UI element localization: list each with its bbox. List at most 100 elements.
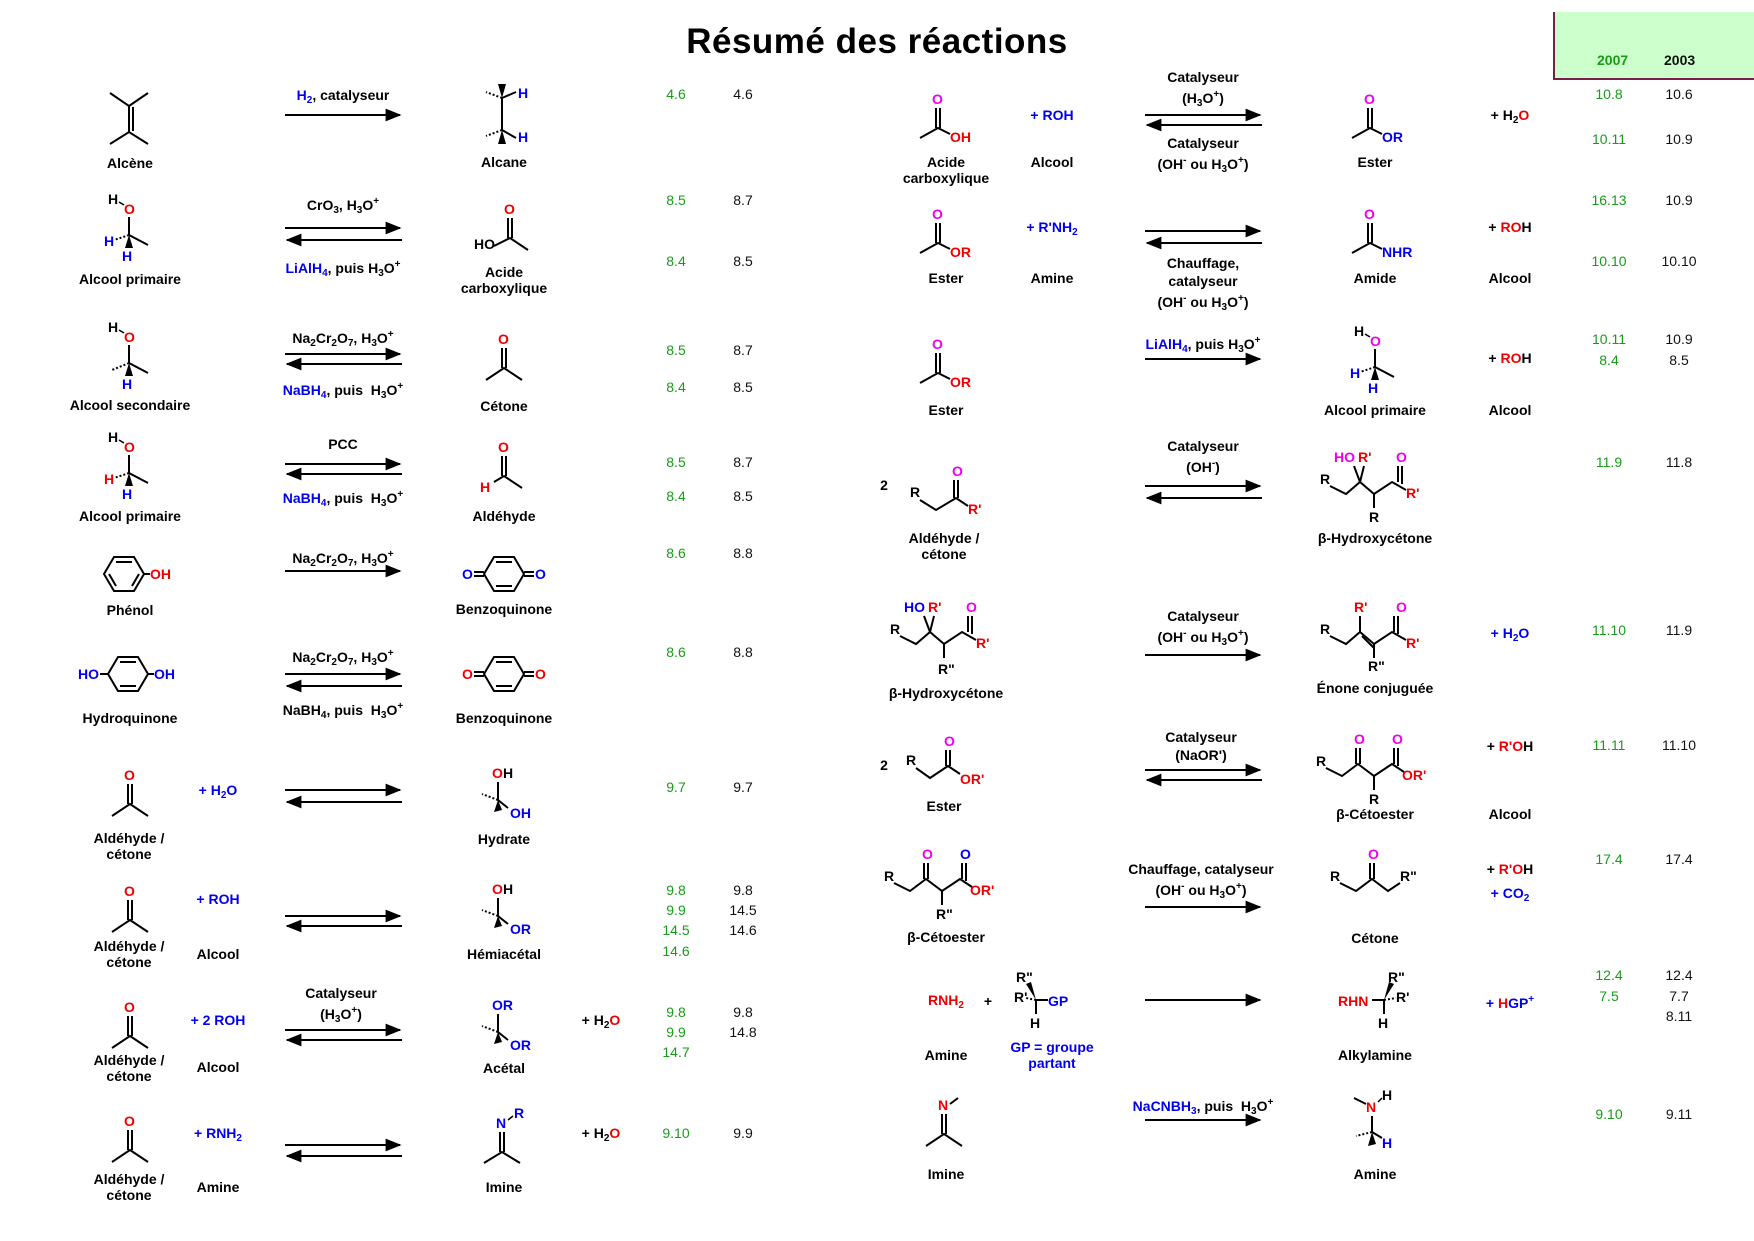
- ref-2007: 8.4: [666, 253, 686, 269]
- svg-text:OR: OR: [1382, 129, 1403, 145]
- ref-2003: 9.7: [733, 779, 753, 795]
- product-label: Amine: [1353, 1166, 1397, 1182]
- ref-2003: 10.10: [1661, 253, 1697, 269]
- svg-text:OH: OH: [950, 129, 971, 145]
- ref-2003: 8.7: [733, 192, 753, 208]
- amine-formula: RNH2: [928, 992, 964, 1011]
- ref-2003: 8.5: [733, 253, 753, 269]
- co-reactant: + H2O: [198, 782, 238, 801]
- product-label: Cétone: [1351, 930, 1399, 946]
- reactant-label: Aldéhyde / cétone: [93, 1052, 165, 1084]
- primary-alcohol-structure: HO HH: [104, 191, 149, 264]
- svg-text:GP: GP: [1048, 993, 1068, 1009]
- svg-text:O: O: [932, 206, 943, 222]
- ref-2003: 8.8: [733, 644, 753, 660]
- ref-2003: 14.5: [729, 902, 757, 918]
- carbonyl-structure: O: [111, 883, 149, 933]
- ref-2007: 10.8: [1595, 86, 1623, 102]
- aldehyde-ketone-structure: O R R': [910, 463, 981, 517]
- beta-ketoester-structure: O O R OR' R: [1316, 731, 1426, 807]
- reactant-label: Amine: [924, 1047, 968, 1063]
- ref-2007: 8.4: [666, 488, 686, 504]
- svg-text:R": R": [936, 906, 953, 922]
- ester-structure: O OR: [919, 206, 971, 260]
- ref-2003: 8.5: [733, 488, 753, 504]
- ref-2007: 10.11: [1592, 331, 1626, 347]
- svg-text:R: R: [1369, 509, 1379, 525]
- svg-text:H: H: [104, 233, 114, 249]
- svg-text:RHN: RHN: [1338, 993, 1368, 1009]
- svg-text:R: R: [1330, 868, 1340, 884]
- svg-text:O: O: [498, 439, 509, 455]
- svg-text:H: H: [480, 479, 490, 495]
- product-label: Alcane: [481, 154, 527, 170]
- svg-text:R': R': [1406, 635, 1419, 651]
- ref-2007: 8.6: [666, 644, 686, 660]
- ref-2007: 16.13: [1591, 192, 1627, 208]
- ref-2007: 8.4: [1599, 352, 1619, 368]
- ref-2003: 8.11: [1665, 1008, 1693, 1024]
- product-label: Énone conjuguée: [1316, 680, 1434, 696]
- svg-text:HO: HO: [904, 599, 925, 615]
- svg-text:O: O: [932, 336, 943, 352]
- reactant-label: Aldéhyde / cétone: [93, 938, 165, 970]
- ref-2003: 11.9: [1665, 622, 1693, 638]
- svg-text:O: O: [952, 463, 963, 479]
- svg-text:H: H: [122, 376, 132, 392]
- byproduct: + H2O: [1490, 625, 1530, 644]
- svg-text:O: O: [124, 1113, 135, 1129]
- svg-text:OR: OR: [950, 244, 971, 260]
- reagent-bottom: NaBH4, puis H3O+: [282, 489, 404, 509]
- svg-text:O: O: [535, 666, 546, 682]
- svg-text:O: O: [462, 666, 473, 682]
- ref-2003: 14.6: [729, 922, 757, 938]
- column-header-2003: 2003: [1664, 52, 1696, 68]
- equilibrium-arrows: [285, 347, 402, 371]
- ref-2003: 9.9: [733, 1125, 753, 1141]
- reactant-label: Ester: [928, 270, 964, 286]
- reagent-top: Catalyseur (H3O+): [1167, 69, 1239, 109]
- reagent-bottom: NaBH4, puis H3O+: [282, 701, 404, 721]
- reactant-label: Alcool secondaire: [69, 397, 191, 413]
- svg-text:R": R": [1400, 868, 1417, 884]
- reagent-bottom: Catalyseur (OH- ou H3O+): [1157, 135, 1249, 175]
- alkane-structure: HH: [485, 84, 528, 145]
- svg-text:OH: OH: [150, 566, 171, 582]
- ref-2007: 9.8: [666, 1004, 686, 1020]
- svg-text:O: O: [1370, 333, 1381, 349]
- equilibrium-arrows: [285, 667, 402, 693]
- reagent-top: Catalyseur (OH-): [1167, 438, 1239, 475]
- ref-2003: 9.11: [1665, 1106, 1693, 1122]
- product-label: Acide carboxylique: [460, 264, 548, 296]
- product-label: Benzoquinone: [455, 710, 553, 726]
- byproduct: + ROH: [1488, 219, 1532, 235]
- svg-text:R: R: [884, 868, 894, 884]
- svg-text:R': R': [1406, 485, 1419, 501]
- equilibrium-arrows: [285, 1023, 402, 1047]
- svg-text:H: H: [122, 486, 132, 502]
- svg-text:O: O: [492, 765, 503, 781]
- ref-2003: 10.9: [1665, 192, 1693, 208]
- svg-text:R": R": [1388, 969, 1405, 985]
- ref-2007: 7.5: [1599, 988, 1619, 1004]
- svg-text:O: O: [462, 566, 473, 582]
- ref-2007: 17.4: [1595, 851, 1623, 867]
- ref-2003: 14.8: [729, 1024, 757, 1040]
- ref-2007: 4.6: [666, 86, 686, 102]
- ref-2003: 10.9: [1665, 331, 1693, 347]
- ref-2003: 9.8: [733, 1004, 753, 1020]
- svg-text:H: H: [1382, 1135, 1392, 1151]
- svg-text:O: O: [1396, 599, 1407, 615]
- benzoquinone-structure: O O: [462, 556, 546, 592]
- reactant-label: Ester: [926, 798, 962, 814]
- product-label: Cétone: [480, 398, 528, 414]
- svg-text:R: R: [910, 484, 920, 500]
- byproduct: + H2O: [1490, 107, 1530, 126]
- ref-2003: 8.8: [733, 545, 753, 561]
- forward-arrow: [285, 108, 402, 122]
- forward-arrow: [285, 564, 402, 578]
- ref-2007: 8.5: [666, 454, 686, 470]
- ref-2003: 4.6: [733, 86, 753, 102]
- svg-text:OR': OR': [970, 882, 994, 898]
